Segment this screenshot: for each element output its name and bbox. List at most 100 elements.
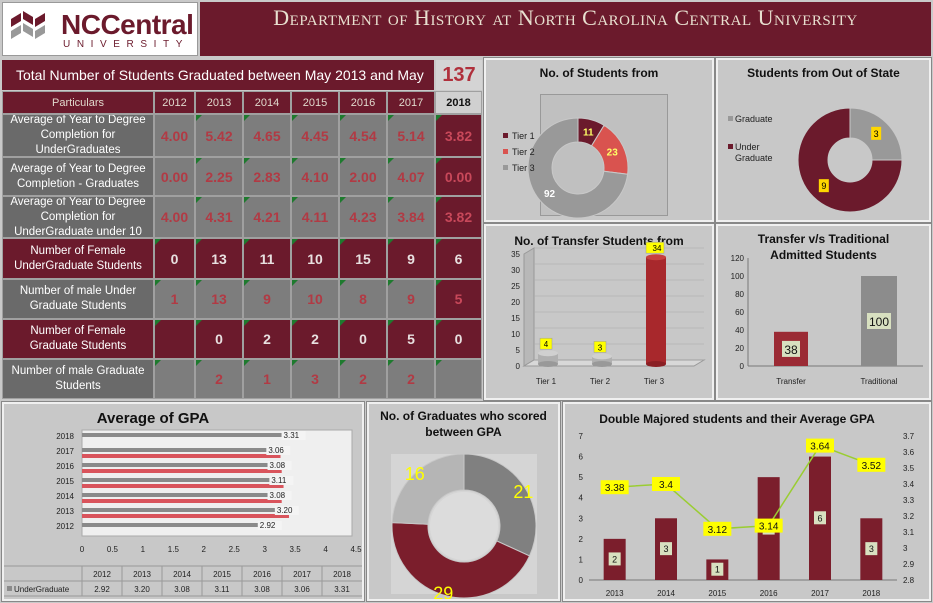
transfer-tier-panel: No. of Transfer Students from 0 5 10 15 20 25… xyxy=(483,223,715,401)
y2-tick-label: 3.7 xyxy=(903,432,915,441)
logo-text: NCCentral xyxy=(61,9,194,40)
table-header-year: 2014 xyxy=(243,91,291,114)
x-tick-label: 2 xyxy=(202,545,207,554)
donut-value-label: 21 xyxy=(513,482,533,502)
x-tick-label: 2014 xyxy=(657,589,675,598)
bar-body xyxy=(538,353,558,364)
gpa-point-label: 3.12 xyxy=(708,525,728,536)
table-cell: 0.00 xyxy=(154,157,195,196)
table-cell: 11 xyxy=(243,238,291,279)
x-tick-label: 0.5 xyxy=(107,545,119,554)
bar-value-label: 3 xyxy=(663,544,668,554)
table-cell: 2.25 xyxy=(195,157,243,196)
x-tick-label: 2016 xyxy=(760,589,778,598)
bar xyxy=(82,523,260,527)
donut-slice xyxy=(463,453,537,557)
table-cell: 2 xyxy=(387,359,435,399)
bar xyxy=(82,463,270,467)
bar-value-label: 3.06 xyxy=(268,446,284,455)
y-tick-label: 0 xyxy=(516,362,521,371)
table-cell: 4.10 xyxy=(291,157,339,196)
value-label-bg xyxy=(782,340,800,357)
legend-swatch xyxy=(503,165,508,170)
y-tick-label: 30 xyxy=(511,266,520,275)
table-cell: 9 xyxy=(243,279,291,319)
bar-base xyxy=(538,361,558,367)
table-cell: 4.45 xyxy=(291,114,339,157)
y-tick-label: 2 xyxy=(579,535,584,544)
table-cell: 10 xyxy=(291,238,339,279)
chart-title: No. of Transfer Students from xyxy=(514,234,684,248)
bar-value-label: 34 xyxy=(653,244,662,253)
bar-value-label: 3.31 xyxy=(284,431,300,440)
donut-hole xyxy=(430,492,498,560)
table-cell xyxy=(154,319,195,359)
donut-value-label: 29 xyxy=(433,583,453,599)
x-tick-label: 2017 xyxy=(811,589,829,598)
value-label-bg xyxy=(645,241,665,254)
value-label-bg xyxy=(266,446,291,455)
table-cell: 0 xyxy=(154,238,195,279)
table-value: 2.92 xyxy=(94,585,110,594)
legend-swatch xyxy=(728,144,733,149)
x-tick-label: 2013 xyxy=(606,589,624,598)
table-cell: 1 xyxy=(243,359,291,399)
legend-label: Graduate xyxy=(735,114,773,124)
table-cell: 10 xyxy=(291,279,339,319)
table-cell: 4.21 xyxy=(243,196,291,238)
value-label-bg xyxy=(857,457,886,472)
x-tick-label: Traditional xyxy=(860,377,897,386)
bar xyxy=(82,433,284,437)
bar-secondary xyxy=(82,514,290,518)
table-cell: 4.31 xyxy=(195,196,243,238)
table-header-year: 2016 xyxy=(339,91,387,114)
double-major-panel: Double Majored students and their Averag… xyxy=(562,401,932,602)
value-label-bg xyxy=(754,518,783,533)
table-cell: 3 xyxy=(291,359,339,399)
table-cell: 3.84 xyxy=(387,196,435,238)
y-tick-label: 5 xyxy=(579,473,584,482)
bar-secondary xyxy=(82,469,282,473)
table-cell: 4.54 xyxy=(339,114,387,157)
y-tick-label: 5 xyxy=(516,346,521,355)
table-cell: 13 xyxy=(195,238,243,279)
donut-value-label: 16 xyxy=(405,464,425,484)
y-tick-label: 2016 xyxy=(56,462,74,471)
value-label-bg xyxy=(806,438,834,453)
x-tick-label: 3 xyxy=(262,545,267,554)
value-label-bg xyxy=(660,542,672,556)
x-tick-label: 1 xyxy=(141,545,146,554)
y-tick-label: 10 xyxy=(511,330,520,339)
donut-value-label: 9 xyxy=(821,181,826,191)
x-tick-label: Transfer xyxy=(776,377,806,386)
total-label: Total Number of Students Graduated betwe… xyxy=(2,60,434,113)
chart-title: Double Majored students and their Averag… xyxy=(599,412,875,426)
value-label-bg xyxy=(865,542,878,556)
chart-title: Students from Out of State xyxy=(747,66,900,80)
table-cell: 0 xyxy=(435,319,482,359)
x-tick-label: Tier 1 xyxy=(536,377,557,386)
bar-value-label: 3.08 xyxy=(270,491,286,500)
y-tick-label: 40 xyxy=(735,326,744,335)
y-tick-label: 2015 xyxy=(56,477,74,486)
y-tick-label: 2012 xyxy=(56,522,74,531)
table-year: 2016 xyxy=(253,570,271,579)
bar-body xyxy=(592,356,612,364)
x-tick-label: 2.5 xyxy=(229,545,241,554)
table-header-year: 2013 xyxy=(195,91,243,114)
bar-value-label: 3.11 xyxy=(271,476,287,485)
y-tick-label: 120 xyxy=(731,254,745,263)
gpa-point-label: 3.4 xyxy=(659,480,673,491)
y2-tick-label: 3.6 xyxy=(903,448,915,457)
value-label-bg xyxy=(539,337,553,350)
legend-label: Tier 3 xyxy=(512,163,535,173)
table-cell: 4.11 xyxy=(291,196,339,238)
chart-title: No. of Graduates who scored between GPA xyxy=(380,409,547,439)
value-label-bg xyxy=(711,562,724,576)
y2-tick-label: 3 xyxy=(903,544,908,553)
y-tick-label: 80 xyxy=(735,290,744,299)
table-header-year: 2017 xyxy=(387,91,435,114)
y-tick-label: 100 xyxy=(731,272,745,281)
